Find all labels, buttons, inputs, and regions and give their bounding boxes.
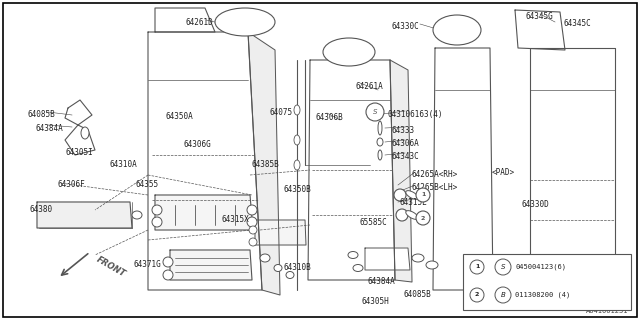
Polygon shape [170, 250, 252, 280]
Text: <PAD>: <PAD> [492, 168, 515, 177]
Text: 64306B: 64306B [316, 113, 344, 122]
Text: 1: 1 [421, 193, 425, 197]
Text: 64085B: 64085B [403, 290, 431, 299]
Ellipse shape [378, 150, 382, 160]
Circle shape [396, 209, 408, 221]
Ellipse shape [132, 211, 142, 219]
Polygon shape [248, 32, 280, 295]
Circle shape [394, 189, 406, 201]
Circle shape [366, 103, 384, 121]
Ellipse shape [348, 252, 358, 259]
Circle shape [495, 287, 511, 303]
Ellipse shape [294, 105, 300, 115]
Text: 64310B: 64310B [283, 263, 311, 272]
Circle shape [249, 226, 257, 234]
Ellipse shape [433, 15, 481, 45]
Circle shape [247, 205, 257, 215]
Text: 2: 2 [475, 292, 479, 298]
Text: 64384A: 64384A [35, 124, 63, 133]
Text: 64330D: 64330D [522, 200, 550, 209]
Polygon shape [65, 100, 92, 125]
Text: 64330C: 64330C [392, 22, 420, 31]
Text: 64265B<LH>: 64265B<LH> [412, 183, 458, 192]
Circle shape [416, 188, 430, 202]
Ellipse shape [260, 254, 270, 262]
Ellipse shape [294, 160, 300, 170]
Ellipse shape [377, 138, 383, 146]
Ellipse shape [274, 265, 282, 271]
Text: S: S [372, 109, 377, 115]
Text: 64380: 64380 [30, 205, 53, 214]
Ellipse shape [294, 135, 300, 145]
Text: FRONT: FRONT [95, 255, 127, 279]
Text: 1: 1 [475, 265, 479, 269]
Circle shape [495, 259, 511, 275]
Text: 64371G: 64371G [133, 260, 161, 269]
Polygon shape [155, 195, 253, 230]
Text: B: B [500, 292, 506, 298]
Text: 64333: 64333 [392, 126, 415, 135]
Text: 64306G: 64306G [183, 140, 211, 149]
Text: S: S [500, 264, 505, 270]
Circle shape [163, 257, 173, 267]
Text: 64261D: 64261D [185, 18, 212, 27]
Circle shape [416, 211, 430, 225]
Polygon shape [65, 125, 95, 155]
Text: 64384A: 64384A [368, 277, 396, 286]
Ellipse shape [426, 261, 438, 269]
Ellipse shape [406, 191, 419, 199]
Polygon shape [148, 32, 262, 290]
Text: 64305H: 64305H [361, 297, 388, 306]
Text: 64306A: 64306A [392, 139, 420, 148]
Circle shape [470, 260, 484, 274]
Polygon shape [255, 220, 306, 245]
Bar [463, 254, 631, 310]
Text: 64350B: 64350B [284, 185, 312, 194]
Text: 045004123(6): 045004123(6) [515, 264, 566, 270]
Circle shape [470, 288, 484, 302]
Circle shape [152, 217, 162, 227]
Ellipse shape [412, 254, 424, 262]
Polygon shape [308, 60, 395, 280]
Text: 64265A<RH>: 64265A<RH> [412, 170, 458, 179]
Ellipse shape [215, 8, 275, 36]
Text: 64305I: 64305I [65, 148, 93, 157]
Polygon shape [433, 48, 493, 290]
Ellipse shape [286, 271, 294, 278]
Text: 65585C: 65585C [360, 218, 388, 227]
Text: 043106163(4): 043106163(4) [388, 110, 444, 119]
Text: 2: 2 [421, 215, 425, 220]
Ellipse shape [406, 211, 419, 219]
Polygon shape [390, 60, 412, 282]
Text: 64355: 64355 [135, 180, 158, 189]
Circle shape [249, 238, 257, 246]
Ellipse shape [353, 265, 363, 271]
Ellipse shape [81, 127, 89, 139]
Text: 64085B: 64085B [28, 110, 56, 119]
Text: 64075: 64075 [270, 108, 293, 117]
Polygon shape [530, 48, 615, 290]
Text: 64343C: 64343C [392, 152, 420, 161]
Polygon shape [37, 202, 132, 228]
Circle shape [163, 270, 173, 280]
Text: 64306F: 64306F [57, 180, 84, 189]
Text: 64261A: 64261A [355, 82, 383, 91]
Text: 64345C: 64345C [563, 19, 591, 28]
Circle shape [152, 205, 162, 215]
Polygon shape [515, 10, 565, 50]
Circle shape [247, 217, 257, 227]
Polygon shape [365, 248, 410, 270]
Text: A641001231: A641001231 [586, 308, 628, 314]
Text: 64310A: 64310A [110, 160, 138, 169]
Text: 64385B: 64385B [251, 160, 279, 169]
Text: 64315X: 64315X [221, 215, 249, 224]
Polygon shape [155, 8, 215, 32]
Text: 64350A: 64350A [165, 112, 193, 121]
Ellipse shape [323, 38, 375, 66]
Ellipse shape [378, 121, 382, 135]
Text: 64345G: 64345G [525, 12, 553, 21]
Text: 011308200 (4): 011308200 (4) [515, 292, 570, 298]
Text: 64315E: 64315E [400, 198, 428, 207]
